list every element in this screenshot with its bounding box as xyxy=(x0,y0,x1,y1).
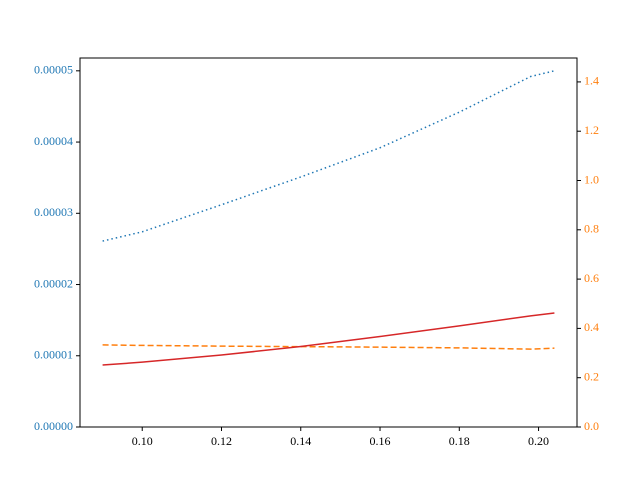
y-tick-label: 0.00003 xyxy=(34,205,73,219)
y2-tick-label: 1.2 xyxy=(584,123,599,137)
y-tick-label: 0.00004 xyxy=(34,134,73,148)
y-tick-label: 0.00005 xyxy=(34,63,73,77)
y-tick-label: 0.00002 xyxy=(34,276,73,290)
x-tick-label: 0.14 xyxy=(290,434,311,448)
y2-tick-label: 1.0 xyxy=(584,172,599,186)
y-tick-label: 0.00001 xyxy=(34,348,73,362)
x-tick-label: 0.18 xyxy=(449,434,470,448)
y2-tick-label: 0.8 xyxy=(584,222,599,236)
x-tick-label: 0.16 xyxy=(370,434,391,448)
x-tick-label: 0.12 xyxy=(211,434,232,448)
y2-tick-label: 0.6 xyxy=(584,271,599,285)
y2-tick-label: 0.0 xyxy=(584,419,599,433)
series-line xyxy=(102,70,555,242)
y2-tick-label: 0.4 xyxy=(584,320,599,334)
y2-tick-label: 0.2 xyxy=(584,369,599,383)
y2-tick-label: 1.4 xyxy=(584,74,599,88)
series-line xyxy=(102,312,555,366)
y-tick-label: 0.00000 xyxy=(34,419,73,433)
series-line xyxy=(102,344,555,350)
x-tick-label: 0.20 xyxy=(528,434,549,448)
x-tick-label: 0.10 xyxy=(132,434,153,448)
plot-frame xyxy=(79,57,578,428)
